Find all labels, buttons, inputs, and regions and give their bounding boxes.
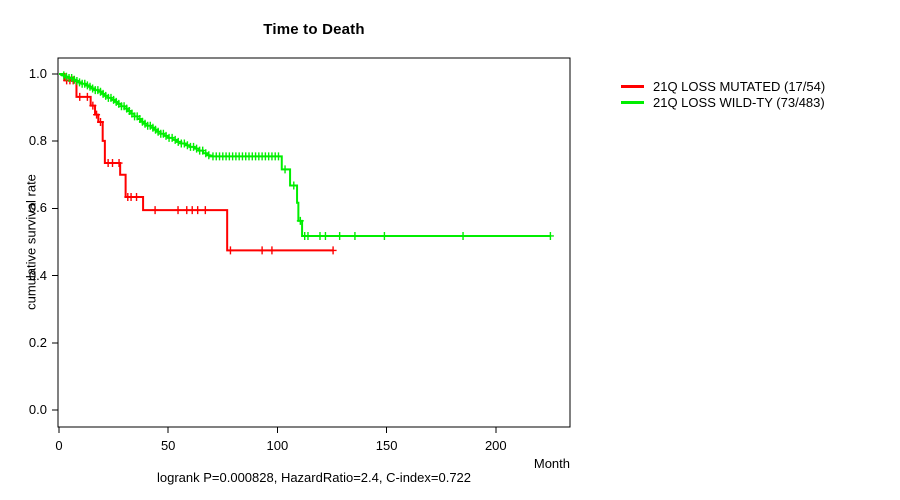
legend-item-mutated: 21Q LOSS MUTATED (17/54) [621,78,825,94]
x-tick-label: 0 [55,438,63,453]
plot-box [57,57,571,428]
legend-label-wildtype: 21Q LOSS WILD-TY (73/483) [653,94,825,110]
statistics-annotation: logrank P=0.000828, HazardRatio=2.4, C-i… [156,470,472,485]
y-tick-label: 1.0 [28,66,47,81]
censor-marks-wildtype [60,71,554,240]
x-axis-title: Month [533,456,570,471]
survival-curve-mutated [59,73,334,252]
chart-title: Time to Death [263,21,365,38]
legend-line-swatch-mutated [621,84,644,88]
x-tick-label: 200 [484,438,507,453]
y-tick-label: 0.8 [28,133,47,149]
x-tick-label: 150 [375,438,398,453]
y-axis-title: cumulative survival rate [23,174,39,310]
y-tick-label: 0.4 [28,267,47,283]
y-tick-label: 0.0 [28,402,47,417]
survival-curve-wildtype [59,73,551,237]
censor-marks-mutated [63,76,337,255]
legend: 21Q LOSS MUTATED (17/54) 21Q LOSS WILD-T… [621,78,825,110]
legend-label-mutated: 21Q LOSS MUTATED (17/54) [653,78,826,94]
y-tick-label: 0.2 [28,334,47,350]
legend-line-swatch-wildtype [621,100,644,104]
y-tick-label: 0.6 [28,200,47,216]
x-tick-label: 50 [160,438,176,453]
legend-item-wildtype: 21Q LOSS WILD-TY (73/483) [621,94,825,110]
x-tick-label: 100 [266,438,289,453]
